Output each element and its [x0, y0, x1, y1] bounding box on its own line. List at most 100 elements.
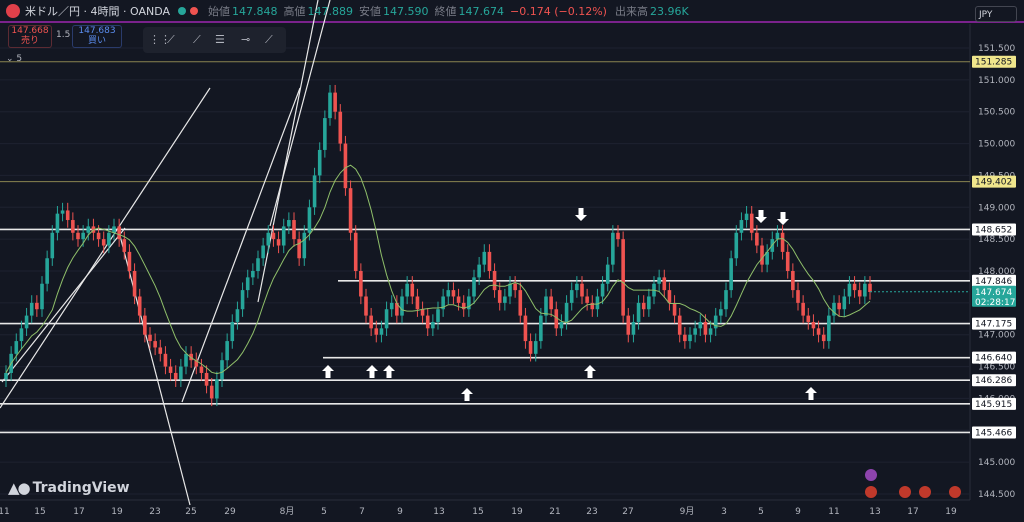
- low-value: 147.590: [383, 4, 429, 18]
- candle-body: [292, 220, 296, 240]
- candle-body: [235, 309, 240, 322]
- x-tick-label: 11: [828, 507, 839, 517]
- moving-average-line: [5, 164, 871, 375]
- x-tick-label: 21: [549, 507, 560, 517]
- candle-body: [431, 321, 435, 329]
- price-label: 146.286: [975, 376, 1012, 386]
- price-label: 151.285: [975, 58, 1012, 68]
- ray-tool-icon[interactable]: ⟋: [193, 33, 201, 46]
- candle-body: [348, 188, 353, 233]
- candle-body: [209, 385, 214, 399]
- candle-body: [369, 315, 373, 329]
- drawing-toolbar: ⋮⋮ ⟋ ⟋ ☰ ⊸ ⟋: [143, 27, 286, 53]
- candle-body: [832, 302, 836, 316]
- candle-body: [672, 302, 677, 316]
- candle-body: [683, 334, 687, 342]
- candle-body: [65, 210, 70, 221]
- trendline: [0, 87, 211, 409]
- sell-label: 売り: [20, 36, 39, 46]
- candle-body: [230, 321, 235, 342]
- candle-body: [518, 290, 523, 316]
- candle-body: [364, 296, 368, 316]
- candle-body: [451, 290, 456, 297]
- currency-select[interactable]: JPY: [975, 6, 1017, 22]
- candle-body: [281, 226, 286, 246]
- horizontal-lines-tool-icon[interactable]: ☰: [215, 33, 225, 46]
- current-price-box: [972, 285, 1016, 307]
- x-tick-label: 19: [111, 507, 123, 517]
- y-tick-label: 151.000: [978, 76, 1015, 86]
- y-tick-label: 149.000: [978, 203, 1015, 213]
- candle-body: [441, 296, 445, 310]
- candle-body: [559, 321, 564, 329]
- candle-body: [605, 264, 610, 284]
- candle-body: [760, 245, 764, 265]
- candle-body: [225, 341, 229, 361]
- horizontal-ray-tool-icon[interactable]: ⊸: [241, 33, 251, 46]
- candle-body: [857, 290, 862, 297]
- candle-body: [415, 296, 420, 310]
- x-tick-label: 9月: [680, 506, 695, 517]
- candle-body: [359, 271, 363, 297]
- price-label: 145.466: [975, 428, 1012, 438]
- candle-body: [446, 290, 451, 297]
- candle-body: [713, 315, 718, 329]
- spread-value: 1.5: [56, 30, 71, 40]
- candle-body: [739, 220, 744, 233]
- candle-body: [132, 271, 137, 297]
- candle-body: [425, 315, 430, 329]
- candle-body: [389, 302, 394, 310]
- x-tick-label: 15: [34, 507, 45, 517]
- trendline-tool-icon[interactable]: ⟋: [167, 33, 175, 46]
- arrow-up-icon: [366, 365, 378, 378]
- price-label-box: [972, 317, 1016, 330]
- candle-body: [395, 302, 399, 316]
- candle-body: [266, 232, 271, 246]
- candle-body: [631, 321, 636, 335]
- high-value: 147.889: [307, 4, 354, 18]
- y-tick-label: 145.000: [978, 458, 1015, 468]
- candle-body: [179, 366, 183, 380]
- candle-body: [806, 315, 811, 322]
- arrow-up-icon: [461, 388, 473, 401]
- candle-body: [81, 232, 85, 240]
- candle-body: [112, 226, 116, 233]
- buy-button[interactable]: 147.683 買い: [72, 25, 122, 48]
- symbol-title[interactable]: 米ドル／円 · 4時間 · OANDA: [25, 5, 170, 18]
- candle-body: [528, 341, 533, 354]
- candle-body: [338, 111, 343, 144]
- arrow-down-icon: [777, 212, 789, 225]
- tradingview-logo-icon: ▲●: [8, 479, 31, 497]
- arrow-up-icon: [805, 387, 817, 400]
- candle-body: [245, 277, 250, 291]
- indicator-collapse[interactable]: ⌄ 5: [6, 54, 23, 64]
- candle-body: [852, 283, 857, 291]
- candle-body: [297, 239, 301, 259]
- x-tick-label: 5: [321, 507, 327, 517]
- candle-body: [647, 296, 651, 310]
- drag-handle-icon[interactable]: ⋮⋮: [149, 33, 171, 46]
- candle-body: [199, 366, 204, 373]
- candle-body: [549, 296, 553, 310]
- candle-body: [662, 277, 667, 291]
- candle-body: [143, 315, 147, 335]
- candle-body: [791, 271, 795, 291]
- arrow-down-icon: [755, 210, 767, 223]
- price-label: 147.175: [975, 320, 1012, 330]
- economic-event-flag-icon: [949, 486, 961, 498]
- symbol-logo-icon: [6, 4, 20, 18]
- y-tick-label: 144.500: [978, 490, 1015, 500]
- candle-body: [71, 220, 75, 233]
- y-tick-label: 150.000: [978, 140, 1015, 150]
- chart-header: 米ドル／円 · 4時間 · OANDA 始値 147.848 高値 147.889 …: [0, 0, 689, 22]
- candle-body: [580, 283, 584, 297]
- candle-body: [256, 258, 260, 271]
- price-label-box: [972, 351, 1016, 364]
- extended-line-tool-icon[interactable]: ⟋: [265, 33, 273, 46]
- sell-button[interactable]: 147.668 売り: [8, 25, 52, 48]
- currency-label: JPY: [979, 10, 993, 20]
- candle-body: [312, 175, 317, 208]
- candle-body: [667, 290, 672, 303]
- candle-body: [688, 334, 692, 342]
